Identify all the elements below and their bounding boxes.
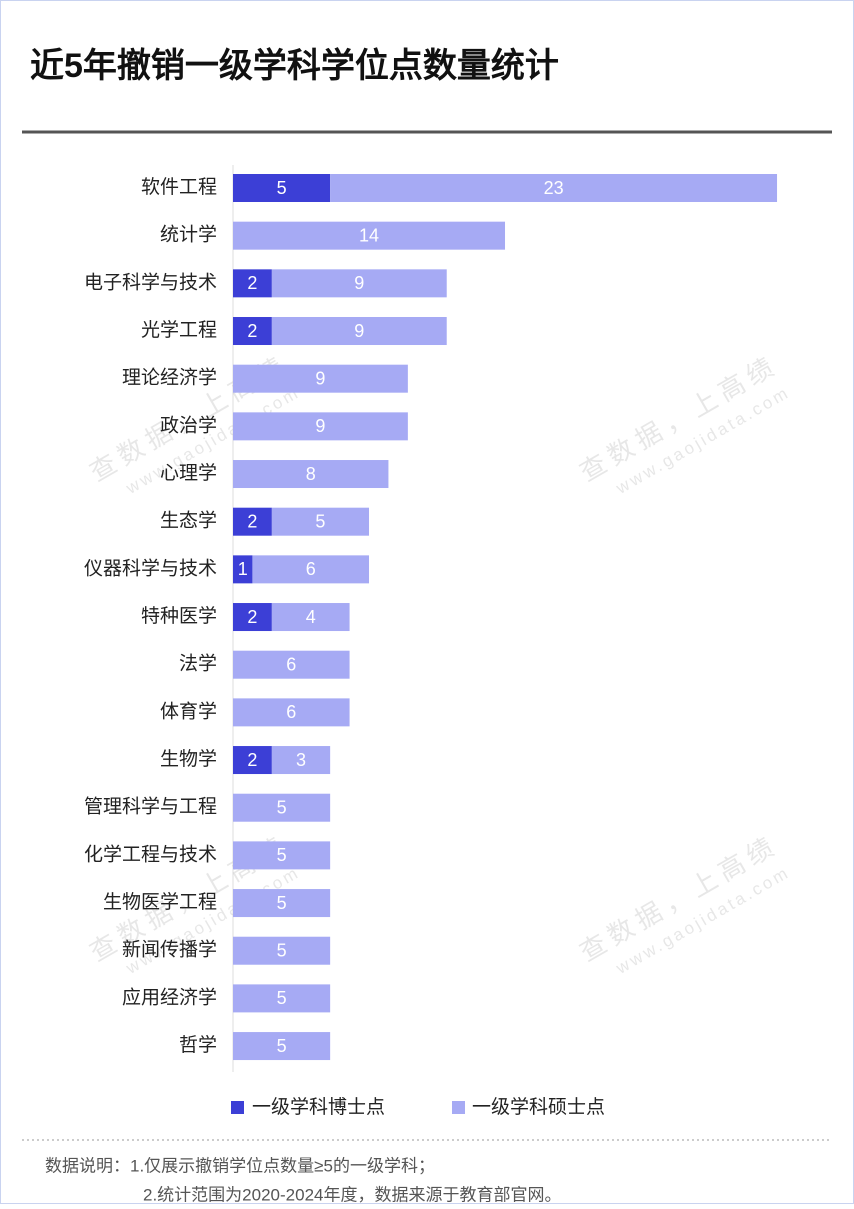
y-tick-label: 哲学 [179,1034,217,1056]
data-label: 5 [277,940,287,960]
bar-segment [233,841,331,870]
data-label: 2 [247,750,257,770]
data-label: 2 [247,321,257,341]
data-label: 2 [247,273,257,293]
y-tick-label: 特种医学 [141,605,217,627]
legend-swatch [231,1101,244,1114]
bar-segment [252,555,370,584]
y-tick-label: 新闻传播学 [122,939,217,961]
y-tick-label: 政治学 [160,414,217,436]
data-label: 9 [315,416,325,436]
y-tick-label: 体育学 [160,700,217,722]
bar-segment [233,317,272,346]
bar-segment [233,269,272,298]
data-label: 6 [286,702,296,722]
y-tick-label: 生物学 [160,748,217,770]
bar-segment [271,317,447,346]
bar-segment [233,936,331,965]
bar-segment [233,1032,331,1061]
data-label: 4 [306,607,316,627]
data-label: 3 [296,750,306,770]
data-label: 2 [247,607,257,627]
bar-segment [233,221,506,250]
y-tick-label: 光学工程 [141,319,217,341]
bar-segment [233,698,350,727]
legend-swatch [452,1101,465,1114]
data-label: 5 [277,797,287,817]
data-label: 5 [277,893,287,913]
y-tick-label: 理论经济学 [122,367,217,389]
data-label: 5 [315,511,325,531]
bar-segment [233,746,272,775]
bar-segment [271,746,331,775]
note: 数据说明：1.仅展示撤销学位点数量≥5的一级学科； [45,1156,435,1175]
y-tick-label: 心理学 [160,462,217,484]
bar-segment [233,507,272,536]
data-label: 6 [286,654,296,674]
data-label: 9 [354,321,364,341]
data-label: 6 [306,559,316,579]
bar-segment [233,603,272,632]
y-tick-label: 化学工程与技术 [84,843,217,865]
data-label: 9 [315,368,325,388]
bar-segment [233,174,331,202]
bar-segment [330,174,778,202]
bar-segment [233,793,331,822]
bar-segment [271,603,350,632]
bar-segment [233,984,331,1013]
y-tick-label: 电子科学与技术 [84,271,217,293]
bar-segment [233,889,331,918]
y-tick-label: 应用经济学 [122,986,217,1008]
bar-segment [271,269,447,298]
bar-segment [233,412,408,441]
y-tick-label: 管理科学与工程 [84,796,217,818]
data-label: 1 [238,559,248,579]
data-label: 2 [247,511,257,531]
legend-label: 一级学科博士点 [252,1096,385,1118]
bar-segment [233,555,253,584]
y-tick-label: 统计学 [160,224,217,246]
y-tick-label: 仪器科学与技术 [84,557,217,579]
data-label: 9 [354,273,364,293]
data-label: 5 [277,178,287,198]
bar-segment [271,507,370,536]
chart-title: 近5年撤销一级学科学位点数量统计 [30,46,559,85]
bar-segment [233,460,389,489]
y-tick-label: 生物医学工程 [103,891,217,913]
y-tick-label: 生态学 [160,510,217,532]
legend-label: 一级学科硕士点 [472,1096,605,1118]
bar-segment [233,650,350,679]
data-label: 5 [277,988,287,1008]
data-label: 5 [277,845,287,865]
data-label: 14 [359,225,379,245]
y-tick-label: 软件工程 [141,176,217,198]
data-label: 8 [306,464,316,484]
data-label: 5 [277,1036,287,1056]
bar-segment [233,364,408,393]
note: 2.统计范围为2020-2024年度，数据来源于教育部官网。 [143,1185,561,1204]
y-tick-label: 法学 [179,653,217,675]
data-label: 23 [544,178,564,198]
